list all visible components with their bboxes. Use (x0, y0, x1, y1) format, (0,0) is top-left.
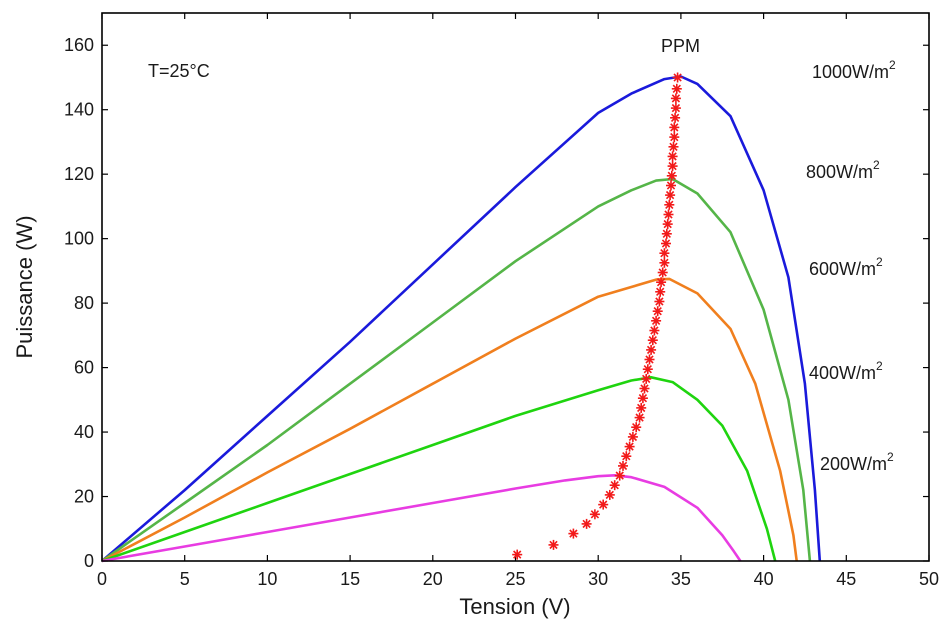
mpp-point (668, 141, 679, 152)
curve-8002-wm2 (101, 177, 812, 563)
mpp-point (589, 509, 600, 520)
mpp-point (659, 257, 670, 268)
mpp-point (639, 383, 650, 394)
mpp-point (631, 422, 642, 433)
mpp-point (656, 277, 667, 288)
x-tick-label: 15 (340, 569, 360, 589)
x-tick-label: 45 (836, 569, 856, 589)
mpp-markers (512, 72, 683, 560)
mpp-point (654, 296, 665, 307)
mpp-point (667, 161, 678, 172)
mpp-point (659, 248, 670, 259)
x-tick-label: 5 (180, 569, 190, 589)
curve-6002-wm2 (101, 277, 798, 563)
y-tick-label: 40 (74, 422, 94, 442)
mpp-point (598, 499, 609, 510)
mpp-point (662, 219, 673, 230)
y-tick-label: 0 (84, 551, 94, 571)
label-200: 200W/m2 (820, 450, 894, 474)
mpp-point (669, 132, 680, 143)
mpp-point (642, 364, 653, 375)
mpp-point (670, 112, 681, 123)
mpp-point (661, 238, 671, 249)
mpp-point (641, 373, 652, 384)
x-tick-label: 35 (671, 569, 691, 589)
axis-ticks: 0 5 10 15 20 25 30 35 40 45 50 0 20 40 60 80 100 120 140 16… (64, 13, 939, 589)
mpp-point (667, 151, 678, 162)
x-tick-label: 0 (97, 569, 107, 589)
mpp-point (649, 325, 660, 336)
label-400: 400W/m2 (809, 359, 883, 383)
mpp-point (666, 180, 676, 191)
x-tick-label: 30 (588, 569, 608, 589)
mpp-point (627, 431, 638, 442)
mpp-point (548, 539, 559, 550)
label-800: 800W/m2 (806, 158, 880, 182)
curve-4002-wm2 (101, 376, 777, 563)
mpp-point (671, 83, 682, 94)
mpp-point (657, 267, 668, 278)
x-tick-label: 40 (754, 569, 774, 589)
mpp-point (664, 199, 675, 210)
x-tick-label: 10 (257, 569, 277, 589)
mpp-point (672, 72, 683, 83)
mpp-point (670, 93, 681, 104)
mpp-point (666, 170, 677, 181)
mpp-point (669, 122, 680, 133)
x-axis-title: Tension (V) (459, 594, 570, 619)
y-tick-label: 60 (74, 358, 94, 378)
y-tick-label: 160 (64, 35, 94, 55)
y-tick-label: 20 (74, 487, 94, 507)
curve-1000-wm2 (101, 75, 822, 562)
mpp-point (647, 335, 658, 346)
label-1000: 1000W/m2 (812, 58, 896, 82)
mpp-point (512, 549, 523, 560)
mpp-point (646, 344, 657, 355)
temperature-annotation: T=25°C (148, 61, 210, 81)
mpp-point (609, 480, 620, 491)
plot-frame (101, 12, 930, 562)
mpp-point (634, 412, 645, 423)
y-tick-label: 140 (64, 100, 94, 120)
mpp-point (621, 451, 632, 462)
irradiance-curves (101, 75, 822, 563)
ppm-annotation: PPM (661, 36, 700, 56)
mpp-point (652, 306, 663, 317)
mpp-point (670, 103, 681, 114)
mpp-point (644, 354, 655, 365)
mpp-point (665, 190, 676, 201)
mpp-point (604, 489, 615, 500)
mpp-point (663, 209, 674, 220)
mpp-point (637, 393, 648, 404)
mpp-point (568, 528, 579, 539)
y-tick-label: 100 (64, 229, 94, 249)
x-tick-label: 20 (423, 569, 443, 589)
x-tick-label: 25 (505, 569, 525, 589)
mpp-point (581, 518, 592, 529)
mpp-point (636, 402, 647, 413)
y-axis-title: Puissance (W) (12, 215, 37, 358)
mpp-point (618, 460, 628, 471)
y-tick-label: 120 (64, 164, 94, 184)
mpp-point (661, 228, 672, 239)
label-600: 600W/m2 (809, 255, 883, 279)
mpp-point (624, 441, 635, 452)
x-tick-label: 50 (919, 569, 939, 589)
mpp-point (651, 315, 662, 326)
curve-2002-wm2 (101, 474, 742, 563)
mpp-point (655, 286, 666, 297)
y-tick-label: 80 (74, 293, 94, 313)
mpp-point (614, 470, 625, 481)
